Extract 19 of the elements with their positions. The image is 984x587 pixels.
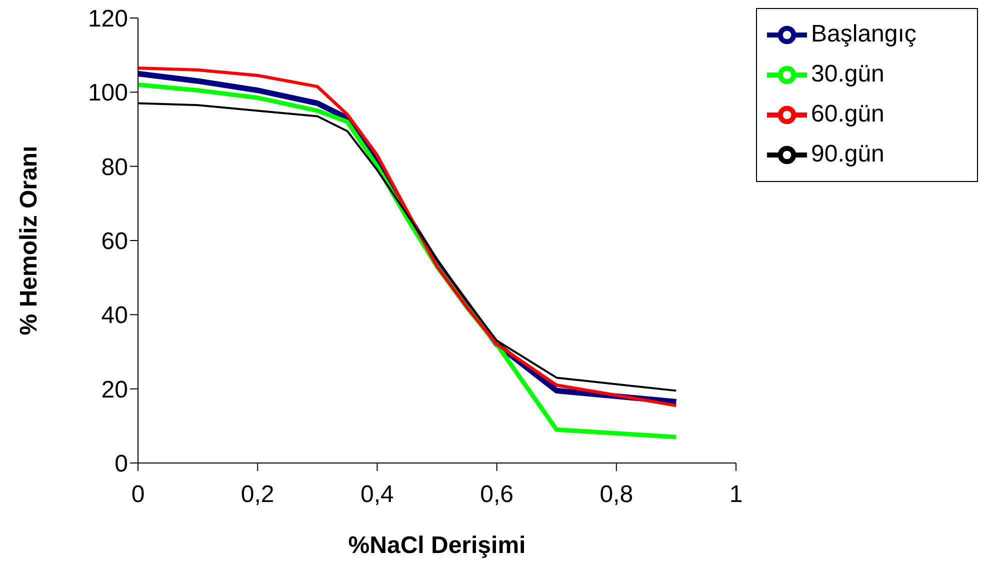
x-tick-label: 1 [729, 481, 743, 508]
x-tick-label: 0,2 [240, 481, 274, 508]
legend-label: 30.gün [811, 60, 884, 88]
legend-label: 90.gün [811, 140, 884, 168]
y-tick-label: 100 [88, 80, 128, 107]
y-axis-title: % Hemoliz Oranı [16, 146, 43, 336]
y-tick-label: 40 [101, 302, 128, 330]
y-tick-label: 120 [88, 6, 128, 33]
x-tick-label: 0,4 [360, 481, 394, 508]
y-tick-label: 0 [114, 450, 128, 478]
y-tick-label: 80 [101, 154, 128, 181]
x-tick-label: 0,6 [480, 481, 514, 508]
y-tick-label: 20 [101, 376, 128, 404]
x-axis-title: %NaCl Derişimi [348, 532, 526, 559]
legend-label: 60.gün [811, 100, 884, 128]
x-tick-label: 0,8 [600, 481, 634, 508]
x-tick-label: 0 [131, 481, 145, 508]
y-tick-label: 60 [101, 228, 128, 256]
legend-label: Başlangıç [811, 20, 916, 48]
